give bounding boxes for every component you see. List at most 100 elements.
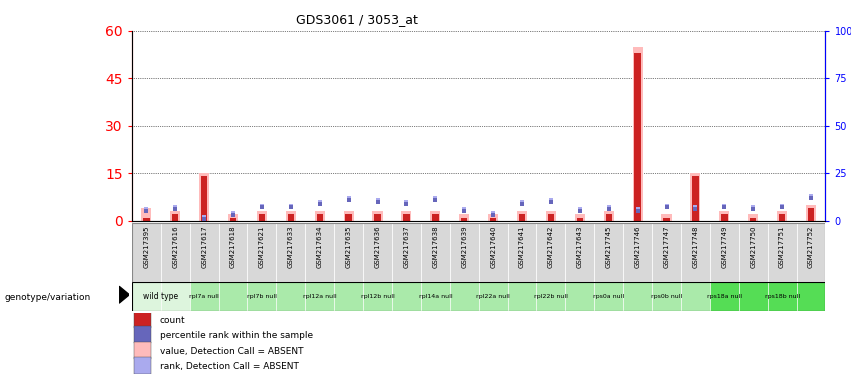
Bar xyxy=(190,282,219,311)
Bar xyxy=(421,223,450,282)
Bar xyxy=(132,282,161,311)
Bar xyxy=(750,218,757,221)
Bar xyxy=(450,223,478,282)
Bar xyxy=(594,223,623,282)
Bar xyxy=(768,223,797,282)
Text: GSM217634: GSM217634 xyxy=(317,226,323,268)
Bar xyxy=(259,214,266,221)
Bar xyxy=(306,223,334,282)
Bar xyxy=(681,282,710,311)
Bar xyxy=(663,218,670,221)
Bar xyxy=(461,218,467,221)
Bar xyxy=(143,218,150,221)
Bar xyxy=(161,282,190,311)
Text: GSM217642: GSM217642 xyxy=(548,226,554,268)
Bar xyxy=(777,211,787,221)
Bar xyxy=(565,223,594,282)
Bar xyxy=(517,211,527,221)
Bar xyxy=(392,223,421,282)
Text: GSM217751: GSM217751 xyxy=(780,226,785,268)
Bar xyxy=(248,223,277,282)
Bar xyxy=(344,211,354,221)
Bar xyxy=(134,326,151,343)
Polygon shape xyxy=(119,286,129,303)
Bar xyxy=(565,282,594,311)
Text: value, Detection Call = ABSENT: value, Detection Call = ABSENT xyxy=(160,347,303,356)
Bar xyxy=(257,211,267,221)
Bar xyxy=(306,282,334,311)
Bar xyxy=(739,282,768,311)
Bar xyxy=(768,282,797,311)
Bar xyxy=(132,223,161,282)
Bar xyxy=(606,214,612,221)
Text: wild type: wild type xyxy=(143,292,179,301)
Text: GSM217636: GSM217636 xyxy=(374,226,380,268)
Bar xyxy=(603,211,614,221)
Text: rpl12b null: rpl12b null xyxy=(361,294,394,299)
Bar xyxy=(190,223,219,282)
Text: GSM217621: GSM217621 xyxy=(259,226,265,268)
Bar xyxy=(172,214,179,221)
Bar xyxy=(710,282,739,311)
Text: genotype/variation: genotype/variation xyxy=(4,293,90,302)
Text: rps0a null: rps0a null xyxy=(593,294,625,299)
Text: GSM217395: GSM217395 xyxy=(143,226,150,268)
Bar xyxy=(134,311,151,328)
Bar xyxy=(652,282,681,311)
Bar xyxy=(536,282,565,311)
Bar xyxy=(277,223,306,282)
Bar xyxy=(623,282,652,311)
Bar xyxy=(490,218,496,221)
Bar xyxy=(450,282,478,311)
Bar xyxy=(392,282,421,311)
Text: GSM217638: GSM217638 xyxy=(432,226,438,268)
Text: GSM217750: GSM217750 xyxy=(751,226,757,268)
Text: GSM217643: GSM217643 xyxy=(577,226,583,268)
Text: rpl7a null: rpl7a null xyxy=(189,294,219,299)
Bar xyxy=(594,282,623,311)
Bar xyxy=(373,211,383,221)
Text: GSM217640: GSM217640 xyxy=(490,226,496,268)
Text: GSM217633: GSM217633 xyxy=(288,226,294,268)
Text: rank, Detection Call = ABSENT: rank, Detection Call = ABSENT xyxy=(160,362,299,371)
Bar xyxy=(721,214,728,221)
Bar xyxy=(277,282,306,311)
Bar xyxy=(577,218,583,221)
Bar xyxy=(170,211,180,221)
Bar xyxy=(363,282,392,311)
Bar xyxy=(719,211,729,221)
Text: GSM217637: GSM217637 xyxy=(403,226,409,268)
Bar xyxy=(334,282,363,311)
Text: GSM217752: GSM217752 xyxy=(808,226,814,268)
Bar xyxy=(806,205,816,221)
Bar xyxy=(230,218,237,221)
Bar xyxy=(797,223,825,282)
Bar xyxy=(536,223,565,282)
Bar xyxy=(219,282,248,311)
Bar xyxy=(363,223,392,282)
Bar xyxy=(548,214,554,221)
Bar xyxy=(346,214,351,221)
Text: percentile rank within the sample: percentile rank within the sample xyxy=(160,331,312,341)
Bar xyxy=(652,223,681,282)
Bar xyxy=(519,214,525,221)
Bar xyxy=(739,223,768,282)
Bar xyxy=(161,223,190,282)
Text: GDS3061 / 3053_at: GDS3061 / 3053_at xyxy=(296,13,419,26)
Bar xyxy=(779,214,785,221)
Bar xyxy=(432,214,438,221)
Text: GSM217745: GSM217745 xyxy=(606,226,612,268)
Bar xyxy=(797,282,825,311)
Bar xyxy=(661,214,671,221)
Text: GSM217616: GSM217616 xyxy=(172,226,178,268)
Bar xyxy=(690,173,700,221)
Text: GSM217746: GSM217746 xyxy=(635,226,641,268)
Text: rpl22a null: rpl22a null xyxy=(477,294,510,299)
Bar xyxy=(545,211,556,221)
Bar xyxy=(248,282,277,311)
Bar xyxy=(334,223,363,282)
Bar xyxy=(288,214,294,221)
Bar xyxy=(635,53,641,221)
Bar xyxy=(507,282,536,311)
Text: GSM217635: GSM217635 xyxy=(346,226,351,268)
